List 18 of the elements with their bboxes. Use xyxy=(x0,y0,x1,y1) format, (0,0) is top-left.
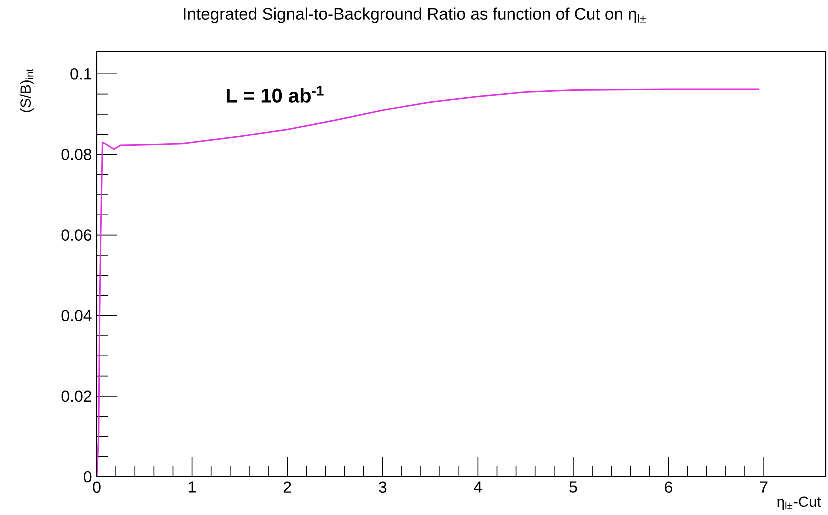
x-axis-title: η$_{l±}$-Cut xyxy=(778,496,822,510)
y-tick-label: 0.1 xyxy=(70,68,92,80)
x-tick-label: 5 xyxy=(570,482,578,493)
annotation: L = 10 ab$^{-1}$ xyxy=(226,86,324,103)
x-tick-label: 1 xyxy=(189,482,196,493)
x-tick-label: 3 xyxy=(379,482,387,494)
x-tick-label: 4 xyxy=(474,482,482,493)
y-tick-label: 0 xyxy=(84,471,92,483)
x-tick-label: 6 xyxy=(665,482,673,494)
chart-title: Integrated Signal-to-Background Ratio as function of Cut on η$_{l±}$ xyxy=(184,8,646,24)
y-tick-label: 0.02 xyxy=(62,390,92,402)
x-tick-label: 0 xyxy=(93,482,101,494)
y-axis-title: (S/B)$_{int}$ xyxy=(20,69,34,112)
y-tick-label: 0.08 xyxy=(62,149,92,160)
y-tick-label: 0.04 xyxy=(62,310,92,322)
y-tick-label: 0.06 xyxy=(62,230,92,241)
x-tick-label: 7 xyxy=(760,482,768,493)
x-tick-label: 2 xyxy=(284,482,292,493)
